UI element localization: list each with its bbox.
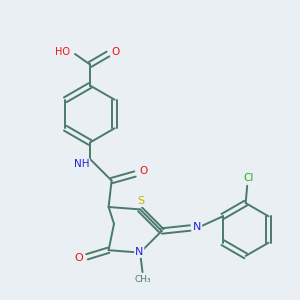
Text: Cl: Cl xyxy=(244,173,254,183)
Text: S: S xyxy=(137,196,145,206)
Text: O: O xyxy=(74,253,83,263)
Text: O: O xyxy=(111,47,120,58)
Text: O: O xyxy=(139,166,147,176)
Text: CH₃: CH₃ xyxy=(135,275,152,284)
Text: N: N xyxy=(135,247,143,257)
Text: N: N xyxy=(193,221,201,232)
Text: NH: NH xyxy=(74,159,89,170)
Text: HO: HO xyxy=(55,47,70,58)
